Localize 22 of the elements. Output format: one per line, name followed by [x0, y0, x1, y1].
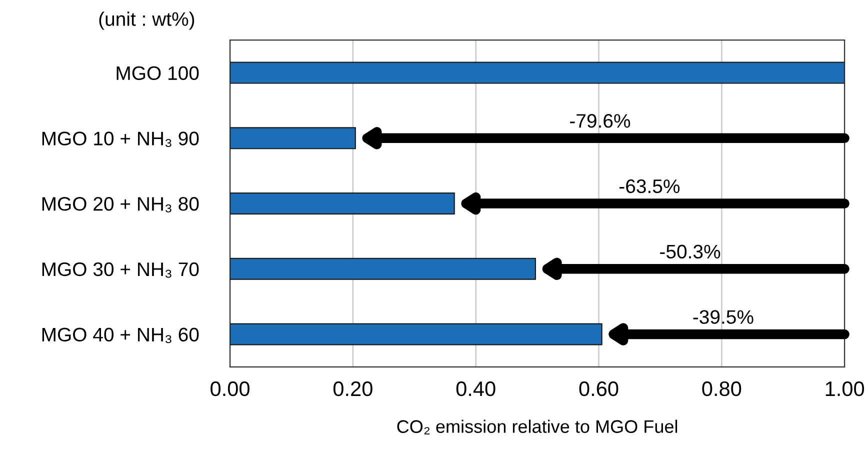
x-tick-label: 0.00	[210, 381, 250, 396]
x-tick-label: 0.80	[702, 381, 742, 396]
text: (unit : wt%)	[99, 12, 194, 30]
y-tick-label: MGO 30 + NH₃ 70	[42, 262, 199, 278]
annotation: -50.3%	[660, 244, 720, 259]
bar	[230, 127, 356, 150]
annotation: -39.5%	[693, 310, 754, 324]
bar	[230, 258, 536, 280]
y-tick-label: MGO 20 + NH₃ 80	[42, 197, 199, 212]
x-axis-title: CO₂ emission relative to MGO Fuel	[397, 420, 678, 434]
y-tick-label: MGO 100	[116, 66, 199, 80]
x-tick-label: 0.40	[456, 381, 496, 396]
y-tick-label: MGO 10 + NH₃ 90	[42, 132, 199, 147]
bar	[230, 323, 602, 346]
y-tick-label: MGO 40 + NH₃ 60	[42, 328, 199, 344]
x-tick-label: 0.20	[333, 381, 372, 396]
annotation: -63.5%	[620, 179, 680, 194]
annotation: -79.6%	[570, 114, 630, 128]
x-tick-label: 0.60	[579, 381, 618, 396]
bar	[230, 192, 455, 215]
x-tick-label: 1.00	[826, 381, 864, 396]
bar	[230, 62, 845, 84]
